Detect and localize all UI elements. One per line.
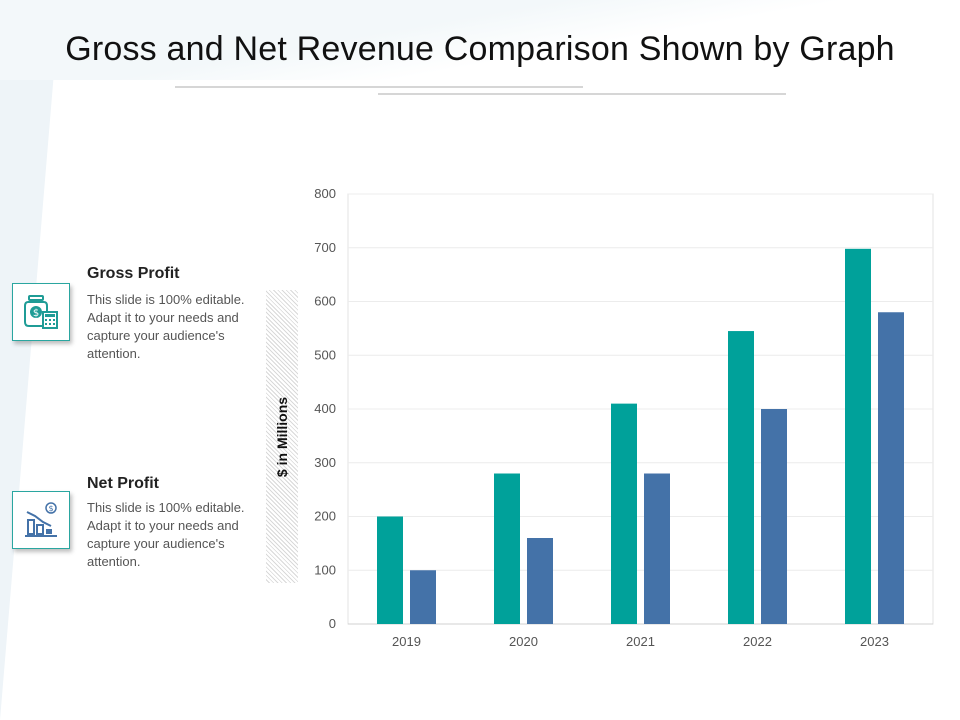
- background-left-shape: [0, 0, 60, 720]
- money-jar-calculator-icon: $: [12, 283, 70, 341]
- x-tick-label: 2023: [860, 634, 889, 649]
- y-axis-label-text: $ in Millions: [274, 396, 290, 477]
- y-tick-label: 200: [314, 509, 336, 524]
- y-tick-label: 100: [314, 562, 336, 577]
- bar-gross-profit: [728, 331, 754, 624]
- legend-description-gross-profit: This slide is 100% editable. Adapt it to…: [87, 292, 245, 361]
- title-underline-bottom: [378, 93, 786, 95]
- bar-gross-profit: [377, 516, 403, 624]
- chart-gridlines: [347, 193, 934, 625]
- legend-title-gross-profit: Gross Profit: [87, 265, 180, 282]
- bar-gross-profit: [845, 248, 871, 624]
- legend-title-net-profit: Net Profit: [87, 475, 159, 492]
- x-tick-label: 2021: [626, 634, 655, 649]
- y-tick-label: 300: [314, 455, 336, 470]
- y-tick-label: 800: [314, 186, 336, 201]
- bar-net-profit: [527, 538, 553, 624]
- x-tick-label: 2020: [509, 634, 538, 649]
- y-axis-label: $ in Millions: [266, 290, 298, 583]
- x-tick-label: 2022: [743, 634, 772, 649]
- y-axis-label-panel: [266, 290, 298, 583]
- x-axis-ticks: 2019 2020 2021 2022 2023: [392, 634, 889, 649]
- bar-net-profit: [410, 570, 436, 624]
- chart-bars: [377, 248, 904, 624]
- svg-text:$: $: [33, 308, 39, 319]
- slide-title: Gross and Net Revenue Comparison Shown b…: [65, 30, 895, 68]
- y-tick-label: 700: [314, 240, 336, 255]
- x-tick-label: 2019: [392, 634, 421, 649]
- bar-gross-profit: [611, 403, 637, 624]
- declining-bar-chart-icon: $: [12, 491, 70, 549]
- svg-text:$: $: [48, 504, 53, 513]
- bar-gross-profit: [494, 473, 520, 624]
- title-underline-top: [175, 86, 583, 88]
- y-tick-label: 0: [329, 616, 336, 631]
- y-tick-label: 600: [314, 294, 336, 309]
- legend-description-net-profit: This slide is 100% editable. Adapt it to…: [87, 500, 245, 569]
- bar-net-profit: [644, 473, 670, 624]
- background-top-shape: [0, 0, 960, 80]
- y-axis-ticks: 0 100 200 300 400 500 600 700 800: [314, 186, 336, 631]
- bar-net-profit: [761, 409, 787, 624]
- y-tick-label: 400: [314, 401, 336, 416]
- y-tick-label: 500: [314, 347, 336, 362]
- bar-net-profit: [878, 312, 904, 624]
